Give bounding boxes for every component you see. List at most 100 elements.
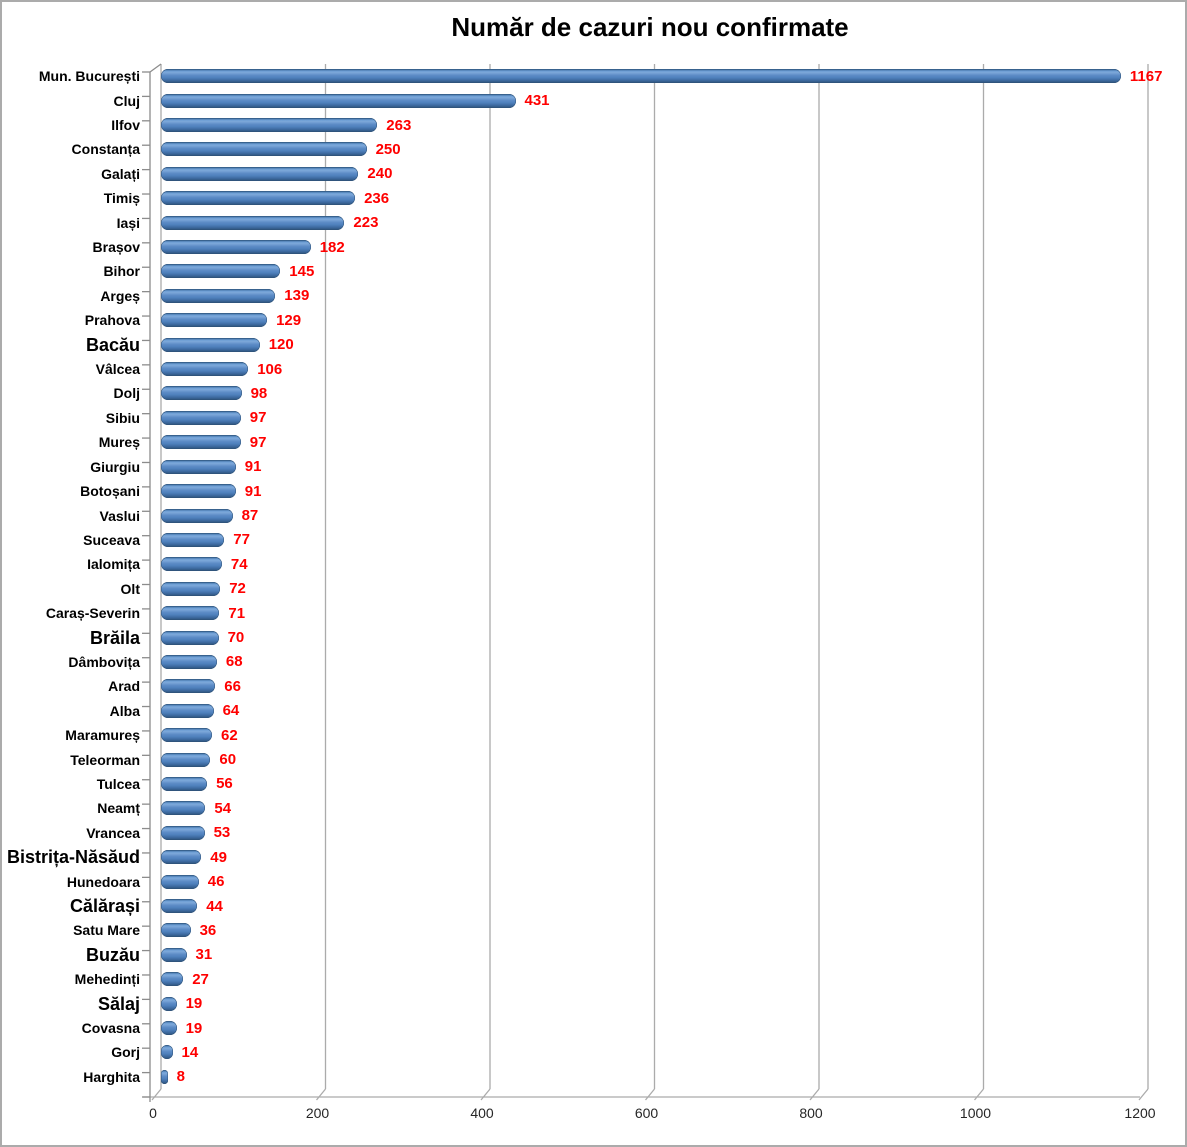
bar [161, 923, 191, 938]
value-label: 223 [353, 214, 379, 232]
bar [161, 532, 225, 547]
value-label: 70 [227, 629, 245, 647]
category-label: Ialomița [87, 556, 140, 573]
bar [161, 93, 516, 108]
gridline-floor-bend [315, 1088, 327, 1101]
bar [161, 215, 345, 230]
bar [161, 166, 359, 181]
bar-row: 106 [161, 357, 1148, 381]
bar [161, 874, 199, 889]
value-label: 139 [284, 287, 310, 305]
bar-row: 72 [161, 577, 1148, 601]
bar [161, 703, 214, 718]
bar-row: 263 [161, 113, 1148, 137]
bar [161, 801, 206, 816]
axis-top-corner [149, 63, 162, 73]
value-label: 19 [185, 1019, 203, 1037]
bar-row: 91 [161, 479, 1148, 503]
value-label: 44 [206, 897, 223, 915]
bar-row: 98 [161, 381, 1148, 405]
bar [161, 69, 1121, 84]
bar [161, 752, 211, 767]
gridline-floor-bend [644, 1088, 656, 1101]
bar-row: 120 [161, 332, 1148, 356]
category-label: Vaslui [99, 507, 140, 524]
value-label: 120 [268, 336, 294, 354]
gridline-floor-bend [809, 1088, 820, 1101]
bar-row: 19 [161, 991, 1148, 1015]
gridline-floor-bend [1138, 1088, 1149, 1101]
bar-row: 87 [161, 503, 1148, 527]
bar-row: 240 [161, 162, 1148, 186]
value-label: 240 [367, 165, 393, 183]
category-label: Gorj [111, 1044, 140, 1061]
bar [161, 581, 221, 596]
bar [161, 557, 222, 572]
value-label: 72 [229, 580, 246, 598]
bar-row: 31 [161, 943, 1148, 967]
category-label: Bistrița-Năsăud [6, 847, 140, 868]
bar-row: 1167 [161, 64, 1162, 88]
value-label: 66 [224, 677, 241, 695]
value-label: 129 [276, 311, 302, 329]
value-label: 87 [241, 507, 259, 525]
bar-row: 60 [161, 747, 1148, 771]
x-tick-label: 200 [305, 1105, 330, 1121]
category-label: Hunedoara [66, 873, 140, 890]
bar-row: 44 [161, 894, 1148, 918]
bar-row: 19 [161, 1016, 1148, 1040]
category-label: Constanța [71, 141, 140, 158]
category-label: Olt [120, 580, 140, 597]
value-label: 106 [257, 360, 283, 378]
plot-area: 1167 431 263 250 240 236 223 182 145 139 129 120 106… [161, 64, 1162, 1089]
category-label: Iași [116, 214, 140, 231]
x-tick-label: 600 [634, 1105, 659, 1121]
bar-row: 77 [161, 528, 1148, 552]
bar-row: 91 [161, 455, 1148, 479]
value-label: 91 [244, 458, 262, 476]
category-label: Mun. București [38, 68, 140, 85]
category-label: Mureș [98, 434, 140, 451]
bar-row: 54 [161, 796, 1148, 820]
category-label: Vâlcea [95, 361, 140, 378]
category-label: Teleorman [70, 751, 140, 768]
bar [161, 654, 217, 669]
category-label: Bihor [103, 263, 140, 280]
gridline-floor-bend [151, 1088, 162, 1101]
bar-row: 139 [161, 284, 1148, 308]
bar [161, 996, 177, 1011]
bar [161, 1069, 168, 1084]
category-label: Suceava [83, 531, 140, 548]
value-label: 182 [319, 238, 345, 256]
category-axis-labels: Mun. București Cluj Ilfov Constanța Galați Ti… [2, 64, 147, 1089]
bar-row: 70 [161, 625, 1148, 649]
bar [161, 288, 276, 303]
bar [161, 240, 311, 255]
category-label: Neamț [97, 800, 140, 817]
bar [161, 191, 356, 206]
bar [161, 630, 219, 645]
bar [161, 1021, 177, 1036]
gridline-floor-bend [973, 1088, 985, 1101]
bar-row: 145 [161, 259, 1148, 283]
value-label: 14 [181, 1043, 199, 1061]
category-label: Brașov [92, 239, 140, 256]
value-label: 53 [213, 824, 231, 842]
value-label: 74 [230, 555, 248, 573]
value-label: 97 [249, 433, 267, 451]
value-label: 263 [386, 116, 412, 134]
bar-row: 53 [161, 821, 1148, 845]
value-label: 49 [210, 848, 227, 866]
bar-row: 8 [161, 1065, 1148, 1089]
bar [161, 825, 205, 840]
bar [161, 508, 233, 523]
category-label: Brăila [89, 627, 140, 648]
value-label: 250 [375, 140, 401, 158]
category-label: Botoșani [80, 483, 140, 500]
value-label: 31 [195, 946, 213, 964]
bar [161, 1045, 173, 1060]
category-label: Călărași [69, 896, 140, 917]
value-label: 97 [249, 409, 267, 427]
bar-row: 68 [161, 650, 1148, 674]
